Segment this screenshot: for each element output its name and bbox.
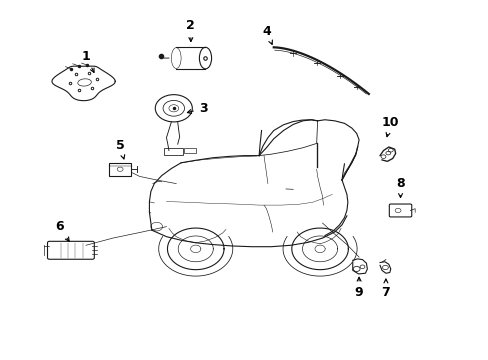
Text: 2: 2	[186, 19, 195, 41]
Text: 10: 10	[381, 116, 399, 137]
Text: 6: 6	[55, 220, 69, 241]
Bar	[183, 148, 195, 153]
Text: 1: 1	[81, 50, 94, 72]
Text: 3: 3	[187, 102, 207, 115]
Text: 9: 9	[354, 277, 363, 300]
Bar	[163, 148, 182, 155]
Text: 5: 5	[116, 139, 124, 159]
Text: 7: 7	[381, 279, 389, 300]
Text: 8: 8	[395, 177, 404, 198]
Text: 4: 4	[262, 25, 272, 44]
